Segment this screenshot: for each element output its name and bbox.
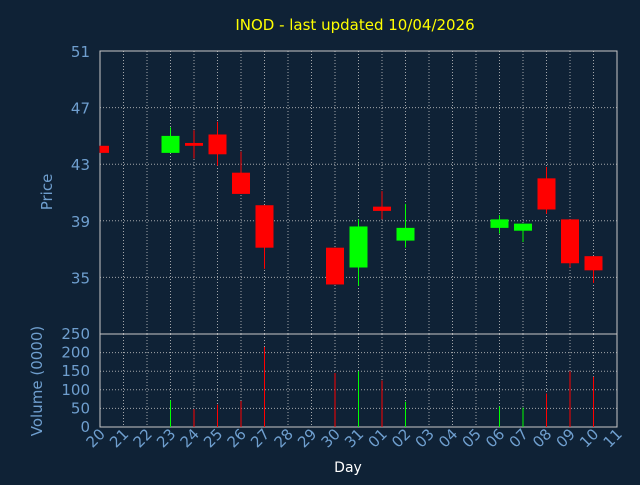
price-tick-label: 35	[71, 269, 90, 287]
volume-tick-label: 0	[80, 418, 90, 436]
x-tick-label: 03	[412, 425, 438, 451]
candle-body	[232, 172, 250, 194]
x-tick-label: 04	[435, 425, 461, 451]
candle-body	[490, 219, 509, 228]
price-panel: 35 39 43 47 51	[71, 43, 618, 335]
price-tick-label: 39	[71, 213, 90, 231]
candle-body	[326, 247, 344, 285]
candle-body	[255, 205, 274, 248]
price-tick-label: 51	[71, 43, 90, 61]
candle-body	[161, 135, 180, 153]
volume-axis-label: Volume (0000)	[28, 326, 46, 436]
price-tick-label: 43	[71, 156, 90, 174]
candle-body	[514, 223, 532, 231]
candle-body	[185, 142, 203, 146]
candle-body	[349, 226, 368, 268]
x-tick-label: 25	[200, 425, 226, 451]
volume-tick-label: 150	[61, 362, 90, 380]
x-axis-label: Day	[334, 460, 362, 476]
candle-body	[396, 227, 415, 241]
candle-body	[100, 145, 109, 153]
volume-tick-label: 250	[61, 325, 90, 343]
price-tick-label: 47	[71, 100, 90, 118]
candle-body	[584, 256, 603, 271]
x-tick-label: 10	[576, 425, 602, 451]
x-tick-label: 28	[271, 425, 297, 451]
x-tick-label: 08	[529, 425, 555, 451]
x-tick-label: 07	[506, 425, 532, 451]
x-tick-label: 06	[482, 425, 508, 451]
x-tick-label: 24	[177, 425, 203, 451]
x-tick-label: 23	[153, 425, 179, 451]
x-tick-label: 09	[553, 425, 579, 451]
chart-title: INOD - last updated 10/04/2026	[235, 16, 474, 34]
x-tick-label: 01	[365, 425, 391, 451]
x-tick-label: 29	[294, 425, 320, 451]
x-tick-label: 05	[459, 425, 485, 451]
x-tick-label: 26	[224, 425, 250, 451]
volume-tick-label: 100	[61, 381, 90, 399]
volume-tick-label: 50	[71, 399, 90, 417]
x-tick-label: 22	[130, 425, 156, 451]
candle-body	[208, 134, 227, 155]
candle-body	[561, 219, 579, 264]
x-tick-label: 21	[106, 425, 132, 451]
candle-body	[373, 206, 391, 211]
volume-tick-label: 200	[61, 344, 90, 362]
x-tick-label: 31	[341, 425, 367, 451]
price-axis-label: Price	[38, 174, 56, 211]
x-tick-label: 27	[247, 425, 273, 451]
x-tick-label: 11	[600, 425, 626, 451]
x-tick-label: 30	[318, 425, 344, 451]
candle-body	[537, 178, 556, 210]
x-tick-label: 02	[388, 425, 414, 451]
x-tick-labels: 2021222324252627282930310102030405060708…	[83, 425, 626, 451]
